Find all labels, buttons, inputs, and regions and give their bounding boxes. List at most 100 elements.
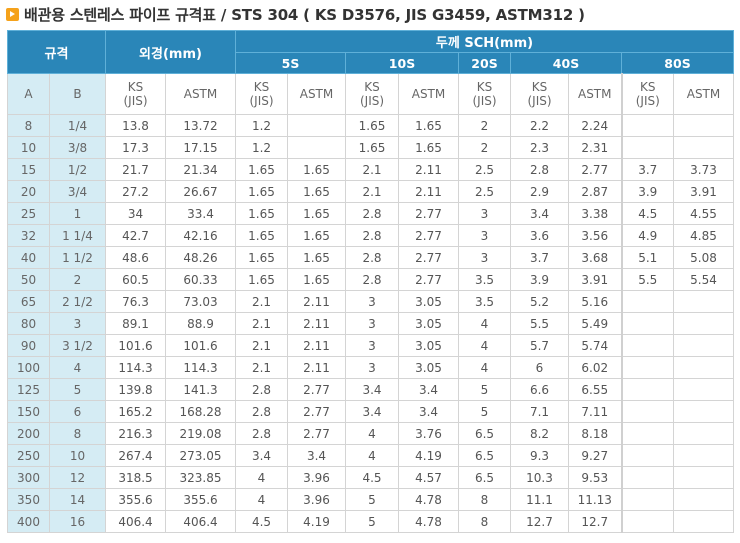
- cell-40s-astm: 3.91: [568, 268, 622, 291]
- cell-10s-ks-jis: 3: [345, 334, 399, 357]
- cell-20s-ks-jis: 2.5: [458, 158, 511, 181]
- cell-80s-ks-jis: [620, 114, 674, 137]
- subheader-80s-ks-jis: KS (JIS): [620, 73, 674, 115]
- arrow-right-icon: [6, 7, 19, 21]
- cell-40s-ks-jis: 3.6: [510, 224, 569, 247]
- cell-5s-ks-jis: 1.65: [235, 224, 288, 247]
- cell-40s-ks-jis: 5.7: [510, 334, 569, 357]
- cell-10s-ks-jis: 2.8: [345, 246, 399, 269]
- cell-5s-ks-jis: 2.1: [235, 290, 288, 313]
- cell-size-b: 3 1/2: [49, 334, 106, 357]
- cell-10s-astm: 3.05: [398, 290, 459, 313]
- cell-80s-ks-jis: [620, 334, 674, 357]
- table-row: 50 2 60.5 60.33 1.65 1.65 2.8 2.77 3.5 3.9 3.91 5.5…: [7, 268, 734, 291]
- cell-40s-ks-jis: 2.2: [510, 114, 569, 137]
- cell-5s-astm: [287, 114, 346, 137]
- cell-40s-ks-jis: 2.3: [510, 136, 569, 159]
- cell-od-astm: 273.05: [165, 444, 236, 467]
- cell-10s-astm: 4.57: [398, 466, 459, 489]
- cell-5s-ks-jis: 3.4: [235, 444, 288, 467]
- subheader-80s-astm: ASTM: [673, 73, 734, 115]
- cell-size-b: 4: [49, 356, 106, 379]
- cell-od-ks-jis: 114.3: [105, 356, 166, 379]
- cell-80s-ks-jis: [620, 510, 674, 533]
- cell-40s-astm: 2.87: [568, 180, 622, 203]
- table-body: 8 1/4 13.8 13.72 1.2 1.65 1.65 2 2.2 2.24 10 3/8 17.…: [7, 114, 734, 533]
- cell-40s-ks-jis: 7.1: [510, 400, 569, 423]
- cell-80s-astm: 5.54: [673, 268, 734, 291]
- cell-od-ks-jis: 89.1: [105, 312, 166, 335]
- cell-od-ks-jis: 318.5: [105, 466, 166, 489]
- cell-10s-astm: 4.78: [398, 488, 459, 511]
- cell-10s-ks-jis: 5: [345, 488, 399, 511]
- cell-5s-astm: 1.65: [287, 158, 346, 181]
- cell-10s-ks-jis: 4: [345, 422, 399, 445]
- cell-80s-astm: [673, 400, 734, 423]
- cell-10s-astm: 3.05: [398, 312, 459, 335]
- cell-10s-ks-jis: 2.8: [345, 224, 399, 247]
- table-row: 65 2 1/2 76.3 73.03 2.1 2.11 3 3.05 3.5 5.2 5.16: [7, 290, 734, 313]
- cell-size-b: 2: [49, 268, 106, 291]
- cell-size-b: 3/8: [49, 136, 106, 159]
- cell-size-a: 250: [7, 444, 50, 467]
- cell-10s-astm: 1.65: [398, 136, 459, 159]
- cell-od-astm: 13.72: [165, 114, 236, 137]
- cell-5s-astm: 3.4: [287, 444, 346, 467]
- cell-size-a: 40: [7, 246, 50, 269]
- cell-size-a: 32: [7, 224, 50, 247]
- cell-od-astm: 141.3: [165, 378, 236, 401]
- cell-od-ks-jis: 101.6: [105, 334, 166, 357]
- cell-size-a: 200: [7, 422, 50, 445]
- cell-od-ks-jis: 42.7: [105, 224, 166, 247]
- cell-10s-ks-jis: 1.65: [345, 136, 399, 159]
- cell-5s-astm: 2.77: [287, 422, 346, 445]
- cell-5s-ks-jis: 1.65: [235, 246, 288, 269]
- table-row: 200 8 216.3 219.08 2.8 2.77 4 3.76 6.5 8.2 8.18: [7, 422, 734, 445]
- cell-size-a: 80: [7, 312, 50, 335]
- cell-80s-astm: 5.08: [673, 246, 734, 269]
- cell-80s-ks-jis: [620, 290, 674, 313]
- cell-80s-astm: [673, 114, 734, 137]
- cell-5s-astm: 2.77: [287, 400, 346, 423]
- cell-od-astm: 406.4: [165, 510, 236, 533]
- cell-5s-astm: 4.19: [287, 510, 346, 533]
- cell-od-ks-jis: 60.5: [105, 268, 166, 291]
- subheader-a: A: [7, 73, 50, 115]
- cell-10s-astm: 2.11: [398, 180, 459, 203]
- cell-5s-ks-jis: 1.2: [235, 114, 288, 137]
- cell-10s-astm: 2.77: [398, 202, 459, 225]
- cell-40s-astm: 7.11: [568, 400, 622, 423]
- cell-od-astm: 101.6: [165, 334, 236, 357]
- cell-10s-ks-jis: 3: [345, 356, 399, 379]
- cell-80s-astm: [673, 466, 734, 489]
- cell-20s-ks-jis: 8: [458, 510, 511, 533]
- table-row: 32 1 1/4 42.7 42.16 1.65 1.65 2.8 2.77 3 3.6 3.56 4…: [7, 224, 734, 247]
- cell-5s-astm: 1.65: [287, 202, 346, 225]
- cell-40s-astm: 6.55: [568, 378, 622, 401]
- cell-size-b: 6: [49, 400, 106, 423]
- cell-40s-ks-jis: 5.5: [510, 312, 569, 335]
- cell-20s-ks-jis: 3.5: [458, 290, 511, 313]
- cell-80s-astm: [673, 290, 734, 313]
- cell-5s-ks-jis: 1.2: [235, 136, 288, 159]
- table-row: 90 3 1/2 101.6 101.6 2.1 2.11 3 3.05 4 5.7 5.74: [7, 334, 734, 357]
- table-row: 250 10 267.4 273.05 3.4 3.4 4 4.19 6.5 9.3 9.27: [7, 444, 734, 467]
- cell-40s-astm: 6.02: [568, 356, 622, 379]
- cell-10s-ks-jis: 4: [345, 444, 399, 467]
- cell-10s-ks-jis: 2.1: [345, 180, 399, 203]
- cell-od-astm: 21.34: [165, 158, 236, 181]
- cell-5s-ks-jis: 1.65: [235, 158, 288, 181]
- cell-5s-astm: 3.96: [287, 488, 346, 511]
- cell-od-astm: 33.4: [165, 202, 236, 225]
- cell-od-ks-jis: 48.6: [105, 246, 166, 269]
- cell-10s-ks-jis: 5: [345, 510, 399, 533]
- page-title: 배관용 스텐레스 파이프 규격표 / STS 304 ( KS D3576, J…: [6, 4, 585, 24]
- cell-od-ks-jis: 76.3: [105, 290, 166, 313]
- table-row: 8 1/4 13.8 13.72 1.2 1.65 1.65 2 2.2 2.24: [7, 114, 734, 137]
- cell-80s-ks-jis: [620, 466, 674, 489]
- cell-5s-ks-jis: 1.65: [235, 268, 288, 291]
- subheader-40s-ks-jis: KS (JIS): [510, 73, 569, 115]
- cell-40s-ks-jis: 11.1: [510, 488, 569, 511]
- header-sch-80s: 80S: [621, 52, 734, 74]
- cell-40s-ks-jis: 2.8: [510, 158, 569, 181]
